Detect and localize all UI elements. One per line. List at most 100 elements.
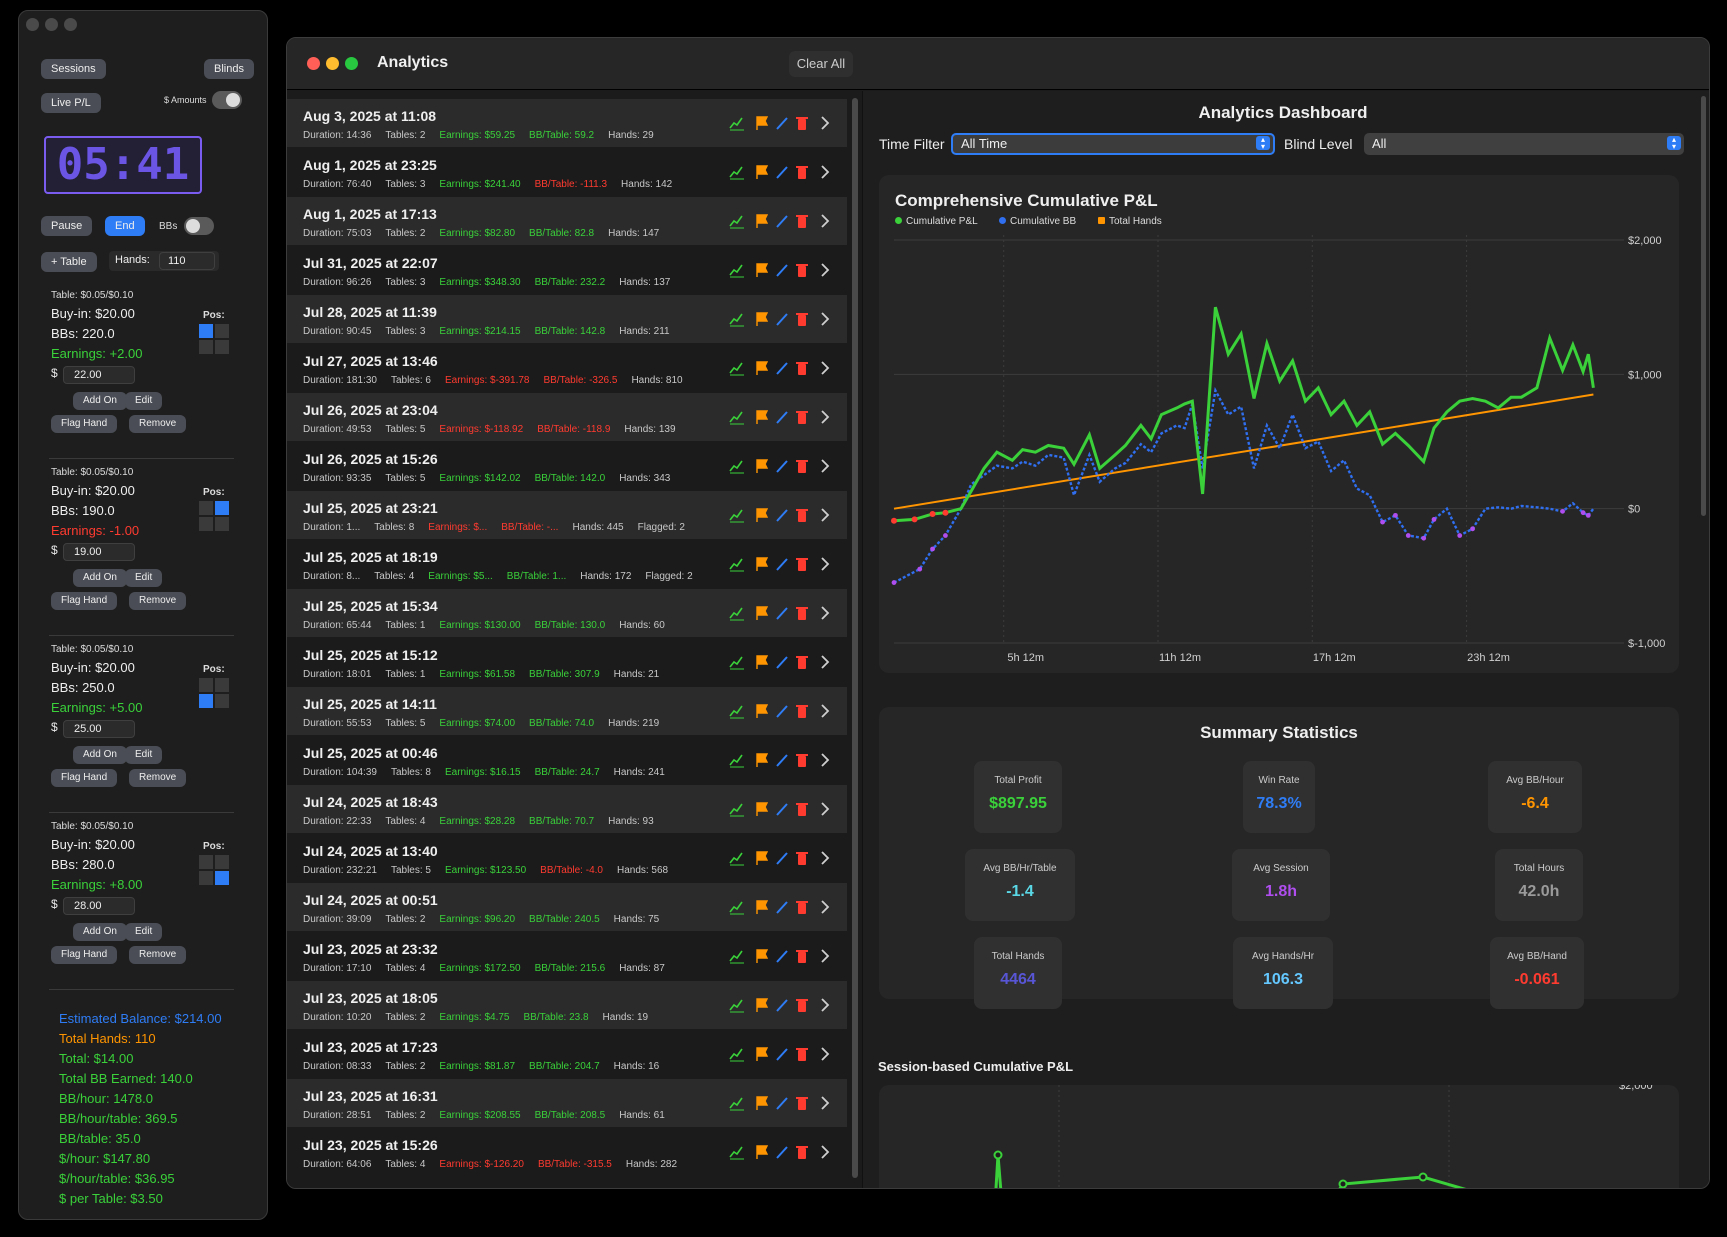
flag-icon[interactable] xyxy=(754,850,770,866)
table-amount-input[interactable]: 25.00 xyxy=(63,720,135,738)
pencil-icon[interactable] xyxy=(774,360,790,376)
trash-icon[interactable] xyxy=(794,605,810,621)
trash-icon[interactable] xyxy=(794,1046,810,1062)
trash-icon[interactable] xyxy=(794,997,810,1013)
session-row[interactable]: Jul 25, 2025 at 23:21 Duration: 1... Table… xyxy=(287,491,847,539)
pencil-icon[interactable] xyxy=(774,1095,790,1111)
table-amount-input[interactable]: 19.00 xyxy=(63,543,135,561)
flag-hand-button[interactable]: Flag Hand xyxy=(51,769,118,787)
chart-icon[interactable] xyxy=(729,654,745,670)
trash-icon[interactable] xyxy=(794,115,810,131)
remove-table-button[interactable]: Remove xyxy=(129,946,187,964)
position-selector[interactable] xyxy=(199,678,229,708)
position-cell[interactable] xyxy=(199,678,213,692)
dashboard-scrollbar[interactable] xyxy=(1701,96,1706,516)
session-row[interactable]: Jul 28, 2025 at 11:39 Duration: 90:45 Tabl… xyxy=(287,295,847,343)
trash-icon[interactable] xyxy=(794,654,810,670)
trash-icon[interactable] xyxy=(794,409,810,425)
blind-level-select[interactable]: All ▴ ▾ xyxy=(1364,133,1684,155)
flag-icon[interactable] xyxy=(754,458,770,474)
session-row[interactable]: Jul 23, 2025 at 17:23 Duration: 08:33 Tabl… xyxy=(287,1030,847,1078)
flag-icon[interactable] xyxy=(754,556,770,572)
chevron-right-icon[interactable] xyxy=(817,1144,833,1160)
position-cell[interactable] xyxy=(215,340,229,354)
chevron-right-icon[interactable] xyxy=(817,948,833,964)
remove-table-button[interactable]: Remove xyxy=(129,415,187,433)
chart-icon[interactable] xyxy=(729,311,745,327)
chevron-right-icon[interactable] xyxy=(817,752,833,768)
session-row[interactable]: Jul 27, 2025 at 13:46 Duration: 181:30 Tab… xyxy=(287,344,847,392)
pencil-icon[interactable] xyxy=(774,507,790,523)
pencil-icon[interactable] xyxy=(774,752,790,768)
position-cell[interactable] xyxy=(215,678,229,692)
hands-input[interactable]: 110 xyxy=(159,252,215,270)
pencil-icon[interactable] xyxy=(774,262,790,278)
chevron-right-icon[interactable] xyxy=(817,311,833,327)
add-on-button[interactable]: Add On xyxy=(73,569,127,587)
flag-hand-button[interactable]: Flag Hand xyxy=(51,946,118,964)
chevron-right-icon[interactable] xyxy=(817,605,833,621)
session-row[interactable]: Jul 31, 2025 at 22:07 Duration: 96:26 Tabl… xyxy=(287,246,847,294)
flag-icon[interactable] xyxy=(754,703,770,719)
close-window-button[interactable] xyxy=(307,57,320,70)
pencil-icon[interactable] xyxy=(774,115,790,131)
amounts-toggle[interactable] xyxy=(212,91,242,109)
position-cell[interactable] xyxy=(215,501,229,515)
position-cell[interactable] xyxy=(199,517,213,531)
chart-icon[interactable] xyxy=(729,801,745,817)
chart-icon[interactable] xyxy=(729,1095,745,1111)
pencil-icon[interactable] xyxy=(774,850,790,866)
session-row[interactable]: Aug 3, 2025 at 11:08 Duration: 14:36 Table… xyxy=(287,99,847,147)
chevron-right-icon[interactable] xyxy=(817,1046,833,1062)
session-row[interactable]: Jul 24, 2025 at 00:51 Duration: 39:09 Tabl… xyxy=(287,883,847,931)
trash-icon[interactable] xyxy=(794,850,810,866)
session-row[interactable]: Jul 23, 2025 at 23:32 Duration: 17:10 Tabl… xyxy=(287,932,847,980)
trash-icon[interactable] xyxy=(794,899,810,915)
trash-icon[interactable] xyxy=(794,801,810,817)
chart-icon[interactable] xyxy=(729,213,745,229)
trash-icon[interactable] xyxy=(794,948,810,964)
live-pl-button[interactable]: Live P/L xyxy=(41,93,101,113)
chart-icon[interactable] xyxy=(729,507,745,523)
pencil-icon[interactable] xyxy=(774,801,790,817)
flag-hand-button[interactable]: Flag Hand xyxy=(51,415,118,433)
position-selector[interactable] xyxy=(199,501,229,531)
minimize-window-button[interactable] xyxy=(45,18,58,31)
pencil-icon[interactable] xyxy=(774,311,790,327)
trash-icon[interactable] xyxy=(794,360,810,376)
flag-icon[interactable] xyxy=(754,654,770,670)
flag-icon[interactable] xyxy=(754,1144,770,1160)
zoom-window-button[interactable] xyxy=(345,57,358,70)
session-row[interactable]: Jul 25, 2025 at 14:11 Duration: 55:53 Tabl… xyxy=(287,687,847,735)
pencil-icon[interactable] xyxy=(774,556,790,572)
position-cell[interactable] xyxy=(215,517,229,531)
chart-icon[interactable] xyxy=(729,556,745,572)
chart-icon[interactable] xyxy=(729,703,745,719)
bbs-toggle[interactable] xyxy=(184,217,214,235)
flag-icon[interactable] xyxy=(754,948,770,964)
session-row[interactable]: Jul 24, 2025 at 13:40 Duration: 232:21 Tab… xyxy=(287,834,847,882)
position-selector[interactable] xyxy=(199,855,229,885)
position-cell[interactable] xyxy=(199,501,213,515)
flag-icon[interactable] xyxy=(754,409,770,425)
chart-icon[interactable] xyxy=(729,605,745,621)
session-row[interactable]: Jul 25, 2025 at 15:12 Duration: 18:01 Tabl… xyxy=(287,638,847,686)
table-amount-input[interactable]: 28.00 xyxy=(63,897,135,915)
pencil-icon[interactable] xyxy=(774,605,790,621)
flag-icon[interactable] xyxy=(754,997,770,1013)
trash-icon[interactable] xyxy=(794,262,810,278)
pencil-icon[interactable] xyxy=(774,409,790,425)
sessions-button[interactable]: Sessions xyxy=(41,59,106,79)
trash-icon[interactable] xyxy=(794,703,810,719)
zoom-window-button[interactable] xyxy=(64,18,77,31)
add-on-button[interactable]: Add On xyxy=(73,923,127,941)
pane-divider[interactable] xyxy=(862,91,863,1188)
flag-icon[interactable] xyxy=(754,360,770,376)
edit-table-button[interactable]: Edit xyxy=(125,392,163,410)
edit-table-button[interactable]: Edit xyxy=(125,569,163,587)
chevron-right-icon[interactable] xyxy=(817,360,833,376)
add-table-button[interactable]: + Table xyxy=(41,252,97,272)
pencil-icon[interactable] xyxy=(774,703,790,719)
pencil-icon[interactable] xyxy=(774,458,790,474)
pencil-icon[interactable] xyxy=(774,948,790,964)
